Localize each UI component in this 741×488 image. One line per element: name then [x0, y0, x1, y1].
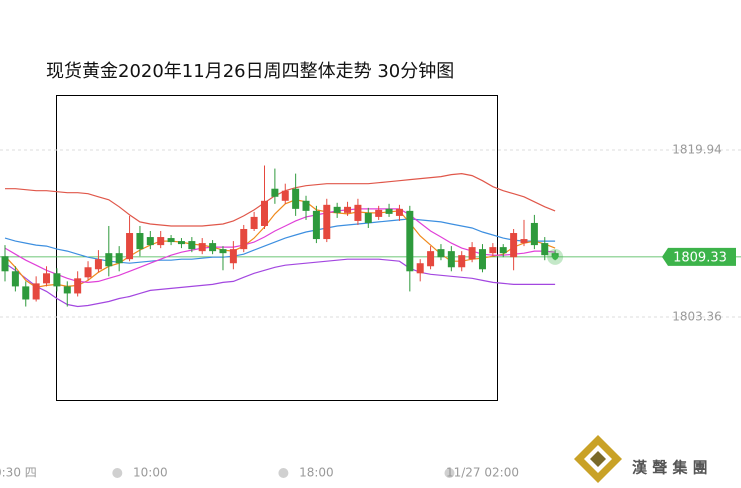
candle-body	[437, 249, 445, 258]
candle-body	[312, 210, 320, 240]
x-tick-dot	[112, 468, 123, 478]
candle-body	[292, 188, 300, 209]
candle-body	[406, 210, 414, 272]
candle-body	[489, 247, 497, 254]
indicator-line	[4, 218, 556, 264]
candle-body	[530, 222, 538, 246]
candle-body	[510, 233, 518, 258]
candle-body	[281, 190, 289, 201]
x-tick-label: 0:30 四	[0, 466, 37, 480]
candle-body	[229, 249, 237, 264]
y-tick-label: 1803.36	[672, 310, 722, 324]
x-tick-dot	[444, 468, 455, 478]
candle-body	[250, 216, 258, 229]
candle-body	[157, 237, 165, 246]
candle-body	[198, 243, 206, 252]
candle-body	[333, 206, 341, 213]
candle-body	[209, 243, 217, 252]
logo: 漢 聲 集 團	[574, 435, 708, 483]
candle-body	[375, 209, 383, 217]
chart-title: 现货黄金2020年11月26日周四整体走势 30分钟图	[46, 61, 454, 82]
candle-body	[364, 212, 372, 223]
candle-body	[219, 249, 227, 254]
candle-body	[395, 208, 403, 216]
candle-body	[468, 247, 476, 260]
candle-body	[105, 253, 113, 267]
indicator-line	[4, 208, 556, 284]
candle-body	[478, 249, 486, 270]
candle-body	[84, 267, 92, 278]
candle-body	[541, 243, 549, 256]
candle-body	[385, 208, 393, 214]
candle-body	[53, 273, 61, 287]
logo-icon-core	[590, 451, 606, 467]
highlight-box	[56, 95, 498, 401]
candle-body	[447, 251, 455, 268]
candle-body	[302, 200, 310, 211]
candle-body	[499, 247, 507, 254]
x-tick-label: 18:00	[299, 466, 334, 480]
candle-body	[43, 273, 51, 284]
candle-body	[63, 286, 71, 294]
candle-body	[11, 271, 19, 287]
candle-body	[74, 278, 82, 294]
candle-body	[520, 239, 528, 244]
candle-body	[240, 228, 248, 250]
x-tick-label: 11/27 02:00	[446, 466, 519, 480]
candle-body	[344, 206, 352, 213]
x-tick-label: 10:00	[133, 466, 168, 480]
candle-body	[115, 253, 123, 264]
candle-body	[261, 200, 268, 226]
candle-body	[354, 204, 362, 221]
candle-body	[167, 238, 175, 243]
last-price-box	[662, 247, 736, 266]
candle-body	[126, 233, 134, 260]
x-tick-dot	[278, 468, 289, 478]
last-dot	[552, 253, 559, 260]
candle-body	[177, 241, 185, 245]
y-tick-label: 1819.94	[672, 143, 722, 157]
candle-body	[32, 283, 40, 300]
candle-body	[1, 256, 9, 272]
candle-body	[188, 241, 196, 250]
candle-body	[427, 251, 435, 267]
candle-body	[146, 237, 154, 246]
logo-text: 漢 聲 集 團	[632, 459, 708, 477]
candle-body	[458, 255, 466, 268]
candle-body	[271, 188, 279, 197]
candle-body	[323, 204, 331, 240]
indicator-line	[4, 258, 556, 308]
last-price-label: 1809.33	[673, 250, 727, 265]
candle-body	[136, 233, 144, 250]
candle-body	[416, 263, 424, 274]
candle-body	[22, 286, 30, 300]
candle-body	[94, 259, 102, 270]
indicator-line	[5, 172, 556, 227]
